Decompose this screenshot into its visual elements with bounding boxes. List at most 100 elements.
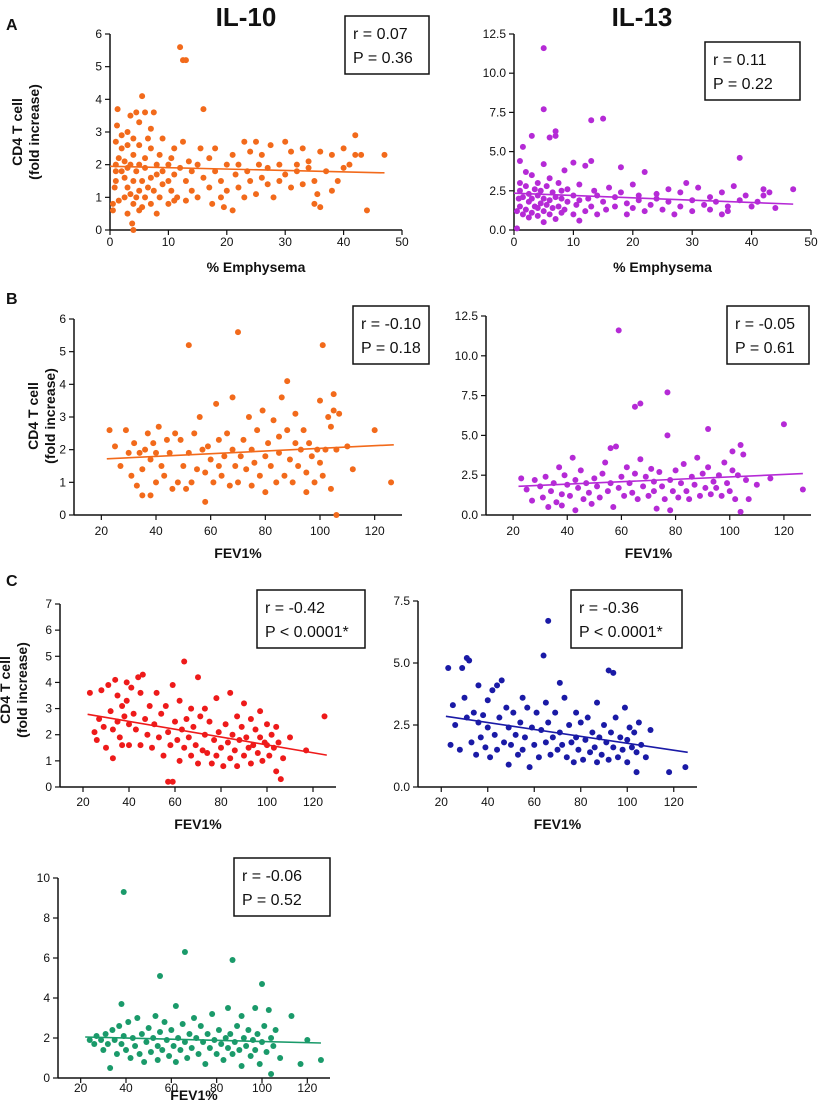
- ylabel-b-line1: CD4 T cell: [25, 382, 41, 450]
- data-point: [158, 710, 165, 717]
- data-point: [724, 203, 731, 210]
- y-tick-label: 12.5: [483, 27, 507, 41]
- data-point: [185, 342, 192, 349]
- data-point: [247, 716, 254, 723]
- data-point: [100, 723, 107, 730]
- data-point: [188, 479, 195, 486]
- data-point: [519, 143, 526, 150]
- data-point: [253, 138, 259, 145]
- data-point: [212, 168, 219, 175]
- data-point: [282, 138, 289, 145]
- data-point: [159, 168, 166, 175]
- data-point: [528, 195, 535, 202]
- data-point: [729, 467, 736, 474]
- data-point: [134, 1015, 141, 1021]
- data-point: [174, 194, 181, 201]
- x-tick-label: 30: [686, 235, 700, 249]
- data-point: [245, 744, 252, 751]
- data-point: [245, 414, 252, 420]
- data-point: [188, 187, 195, 194]
- data-point: [648, 465, 655, 472]
- data-point: [352, 132, 359, 139]
- data-point: [147, 1049, 154, 1055]
- data-point: [352, 151, 359, 158]
- data-point: [319, 342, 326, 349]
- data-point: [112, 676, 119, 683]
- data-point: [109, 1027, 116, 1033]
- y-tick-label: 1: [59, 475, 66, 489]
- data-point: [602, 459, 609, 466]
- data-point: [705, 426, 712, 433]
- x-tick-label: 80: [259, 524, 273, 538]
- data-point: [623, 211, 630, 218]
- data-point: [179, 1021, 186, 1027]
- data-point: [182, 178, 189, 184]
- data-point: [575, 484, 582, 491]
- data-point: [691, 481, 698, 488]
- data-point: [156, 151, 163, 158]
- data-point: [270, 194, 277, 201]
- data-point: [535, 754, 542, 761]
- data-point: [617, 164, 624, 171]
- data-point: [613, 443, 619, 450]
- data-point: [186, 1031, 193, 1037]
- data-point: [254, 750, 261, 757]
- data-point: [575, 746, 582, 753]
- data-point: [585, 489, 592, 496]
- data-point: [206, 718, 213, 725]
- data-point: [561, 206, 568, 213]
- data-point: [100, 1047, 107, 1053]
- data-point: [267, 142, 274, 149]
- data-point: [147, 200, 154, 207]
- x-tick-label: 120: [774, 524, 794, 538]
- data-point: [152, 1013, 159, 1019]
- data-point: [461, 694, 468, 701]
- data-point: [288, 1013, 295, 1019]
- regression-line: [518, 472, 803, 488]
- regression-line: [445, 715, 688, 754]
- data-point: [545, 617, 552, 624]
- data-point: [202, 469, 209, 476]
- data-point: [236, 1047, 243, 1053]
- data-point: [537, 187, 544, 194]
- x-axis-label: FEV1%: [214, 545, 262, 561]
- data-point: [799, 486, 806, 493]
- data-point: [718, 189, 725, 196]
- data-point: [238, 1013, 245, 1019]
- data-point: [154, 1043, 161, 1049]
- data-point: [136, 187, 143, 194]
- data-point: [229, 151, 236, 158]
- data-point: [308, 453, 315, 460]
- data-point: [262, 489, 269, 496]
- data-point: [167, 742, 174, 749]
- data-point: [548, 488, 554, 495]
- data-point: [154, 1057, 161, 1063]
- data-point: [222, 1035, 229, 1041]
- data-point: [172, 430, 179, 437]
- y-tick-label: 2.5: [489, 184, 506, 198]
- data-point: [220, 1057, 227, 1063]
- y-tick-label: 6: [95, 27, 102, 41]
- data-point: [202, 1061, 209, 1067]
- y-tick-label: 4: [95, 92, 102, 106]
- data-point: [181, 949, 188, 955]
- data-point: [276, 161, 283, 168]
- data-point: [736, 154, 743, 161]
- y-tick-label: 5: [95, 60, 102, 74]
- data-point: [293, 161, 300, 168]
- data-point: [202, 498, 209, 505]
- data-point: [552, 709, 559, 716]
- data-point: [277, 1055, 284, 1061]
- data-point: [531, 741, 538, 748]
- y-tick-label: 5: [59, 345, 66, 359]
- data-point: [604, 488, 611, 495]
- data-point: [546, 211, 553, 218]
- y-tick-label: 6: [45, 623, 52, 637]
- y-tick-label: 3: [45, 702, 52, 716]
- data-point: [162, 702, 169, 709]
- data-point: [213, 695, 220, 702]
- x-tick-label: 10: [162, 235, 176, 249]
- data-point: [745, 496, 752, 503]
- data-point: [136, 142, 143, 149]
- data-point: [295, 463, 302, 469]
